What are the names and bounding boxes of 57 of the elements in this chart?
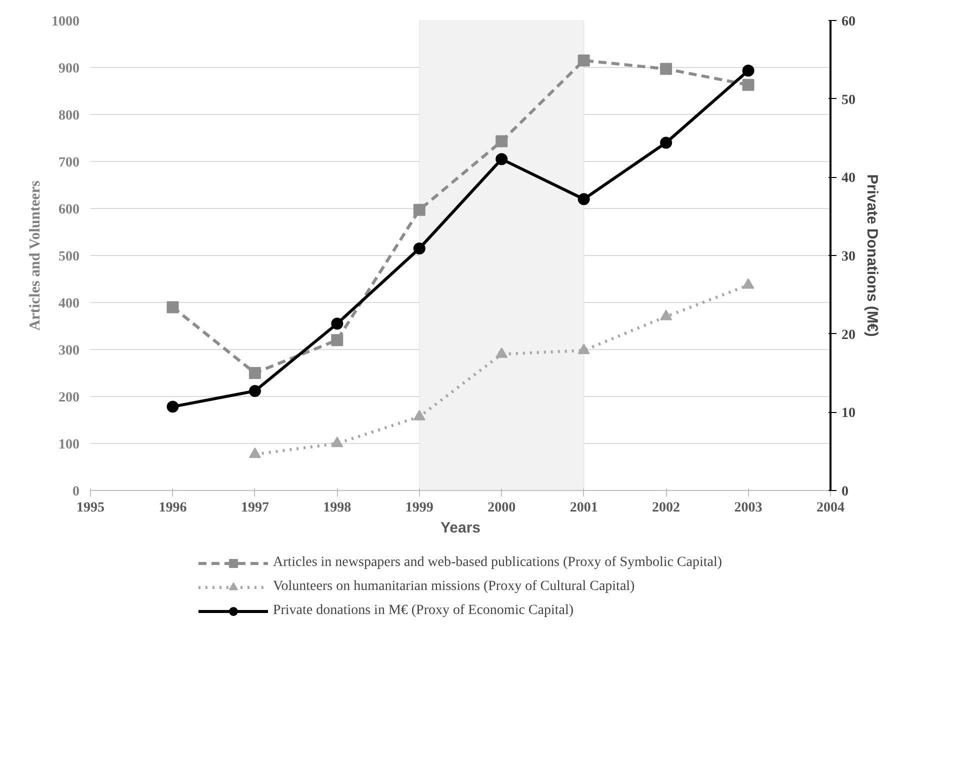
- point: [660, 136, 672, 149]
- y-tick-label: 800: [58, 108, 80, 124]
- point: [578, 344, 590, 354]
- x-tick-label: 2000: [488, 500, 516, 516]
- y-tick-label: 900: [58, 62, 80, 76]
- point: [166, 400, 179, 413]
- point: [578, 54, 590, 66]
- point: [413, 410, 426, 420]
- point: [331, 334, 344, 346]
- point: [660, 62, 672, 75]
- y-tick-label: 100: [58, 438, 80, 452]
- y2-tick-label: 40: [842, 171, 856, 186]
- y2-axis-title: Private Donations (M€): [864, 174, 880, 337]
- point: [331, 436, 344, 448]
- point: [742, 278, 754, 289]
- legend-label: Private donations in M€ (Proxy of Economic Capital): [272, 602, 574, 618]
- point: [166, 301, 179, 314]
- y-tick-label: 700: [58, 156, 80, 170]
- x-tick-label: 1996: [158, 500, 187, 516]
- y2-tick-label: 20: [842, 328, 856, 343]
- x-tick-label: 2003: [734, 500, 762, 516]
- point: [413, 204, 426, 216]
- point: [248, 367, 261, 379]
- y-tick-label: 600: [58, 202, 80, 218]
- x-axis-title: Years: [440, 520, 481, 536]
- x-tick-label: 1997: [240, 500, 269, 516]
- y-tick-label: 500: [58, 250, 80, 264]
- point: [248, 447, 261, 458]
- x-tick-label: 1998: [323, 500, 352, 516]
- y2-tick-label: 50: [842, 92, 856, 108]
- y-tick-label: 400: [58, 296, 80, 312]
- point: [742, 78, 754, 91]
- point: [496, 135, 508, 148]
- y-tick-label: 200: [58, 390, 80, 406]
- legend-label: Volunteers on humanitarian missions (Proxy of Cultural Capital): [272, 578, 635, 594]
- point: [496, 153, 508, 166]
- point: [660, 310, 672, 320]
- point: [742, 64, 754, 77]
- point: [496, 347, 508, 358]
- point: [413, 242, 426, 254]
- y-tick-label: 300: [58, 344, 80, 358]
- x-tick-label: 2002: [652, 500, 680, 516]
- x-tick-label: 2001: [570, 500, 598, 516]
- y-tick-label: 1000: [52, 14, 80, 30]
- point: [578, 193, 590, 206]
- y2-tick-label: 60: [842, 14, 856, 30]
- point: [248, 385, 261, 398]
- legend-label: Articles in newspapers and web-based publications (Proxy of Symbolic Capital): [272, 554, 722, 570]
- y2-tick-label: 0: [842, 484, 848, 500]
- y2-tick-label: 30: [842, 250, 856, 264]
- y-axis-title: Articles and Volunteers: [28, 180, 44, 331]
- y2-tick-label: 10: [842, 406, 856, 422]
- x-tick-label: 1995: [76, 500, 104, 516]
- point: [331, 318, 344, 330]
- y-tick-label: 0: [72, 484, 80, 500]
- x-tick-label: 2004: [816, 500, 844, 516]
- x-tick-label: 1999: [405, 500, 434, 516]
